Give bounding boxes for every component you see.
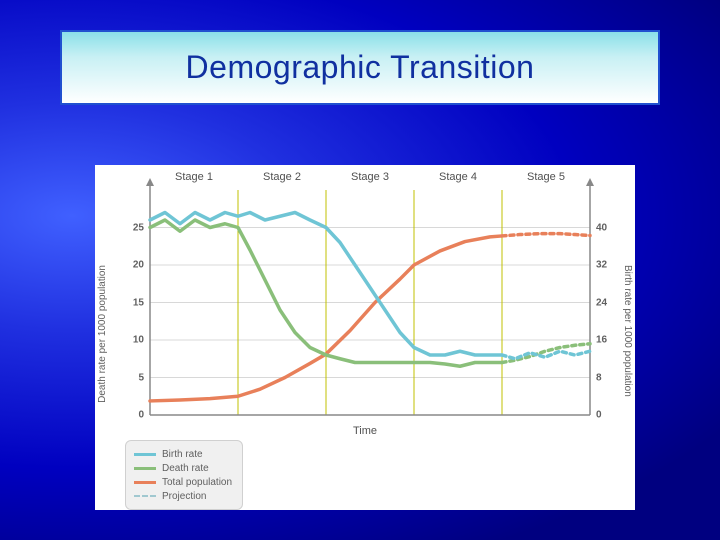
stage-label: Stage 2 <box>263 171 301 183</box>
legend-swatch <box>134 495 156 497</box>
ytick-right: 32 <box>596 260 607 271</box>
slide-title: Demographic Transition <box>186 49 535 86</box>
stage-label: Stage 1 <box>175 171 213 183</box>
ytick-right: 8 <box>596 372 602 383</box>
right-axis-label: Birth rate per 1000 population <box>622 265 633 397</box>
legend-label: Birth rate <box>162 449 203 460</box>
ytick-left: 5 <box>138 372 144 383</box>
legend-label: Total population <box>162 477 232 488</box>
x-axis-label: Time <box>353 425 377 437</box>
ytick-left: 0 <box>138 410 144 421</box>
ytick-left: 20 <box>133 260 144 271</box>
legend-swatch <box>134 467 156 470</box>
legend-label: Projection <box>162 491 206 502</box>
left-axis-label: Death rate per 1000 population <box>97 265 108 403</box>
legend-item: Total population <box>134 475 232 489</box>
ytick-right: 24 <box>596 297 607 308</box>
legend: Birth rate Death rate Total population Proj… <box>125 440 243 510</box>
title-box: Demographic Transition <box>60 30 660 105</box>
legend-swatch <box>134 453 156 456</box>
ytick-right: 0 <box>596 410 602 421</box>
stage-label: Stage 4 <box>439 171 477 183</box>
chart-container: Death rate per 1000 population Birth rat… <box>95 165 635 510</box>
stage-label: Stage 3 <box>351 171 389 183</box>
ytick-right: 40 <box>596 222 607 233</box>
ytick-left: 10 <box>133 335 144 346</box>
ytick-left: 15 <box>133 297 144 308</box>
legend-label: Death rate <box>162 463 209 474</box>
slide: Demographic Transition Death rate per 10… <box>0 0 720 540</box>
legend-swatch <box>134 481 156 484</box>
legend-item: Death rate <box>134 461 232 475</box>
legend-item: Projection <box>134 489 232 503</box>
ytick-left: 25 <box>133 222 144 233</box>
ytick-right: 16 <box>596 335 607 346</box>
legend-item: Birth rate <box>134 447 232 461</box>
stage-label: Stage 5 <box>527 171 565 183</box>
